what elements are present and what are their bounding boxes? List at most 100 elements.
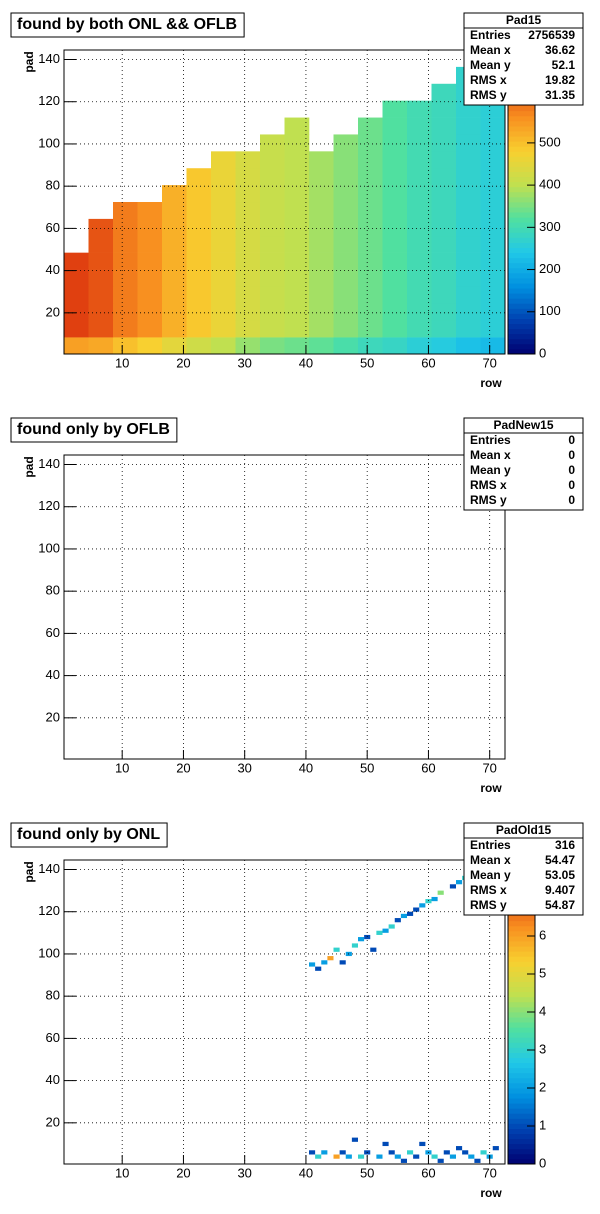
title-box: [10, 12, 245, 38]
palette-band: [508, 981, 535, 988]
cell: [162, 337, 187, 355]
cell: [456, 252, 481, 270]
cell: [137, 286, 163, 304]
cell: [437, 1158, 444, 1163]
cell: [382, 928, 389, 933]
palette-band: [508, 1118, 535, 1124]
cell: [456, 320, 481, 338]
palette-band: [508, 272, 535, 279]
cell: [284, 320, 310, 338]
x-tick-label: 60: [421, 1165, 435, 1180]
cell: [358, 337, 383, 355]
cell: [113, 303, 138, 321]
cell: [284, 117, 310, 135]
stats-label: RMS y: [470, 88, 507, 102]
cell: [358, 235, 383, 253]
cell: [88, 252, 114, 270]
cell: [382, 134, 408, 152]
palette-band: [508, 1158, 535, 1165]
cell: [260, 202, 285, 220]
palette-band: [508, 1001, 535, 1008]
cell: [431, 303, 457, 321]
stats-label: Mean y: [470, 58, 511, 72]
cell: [351, 943, 358, 948]
y-tick-label: 100: [38, 135, 60, 150]
cell: [284, 235, 310, 253]
palette-band: [508, 288, 535, 294]
cell: [309, 337, 334, 355]
cell: [284, 134, 310, 152]
y-tick-label: 80: [46, 988, 60, 1003]
cell: [88, 320, 114, 338]
palette-band: [508, 242, 535, 248]
palette-band: [508, 283, 535, 289]
cell: [431, 252, 457, 270]
cell: [382, 151, 408, 169]
cell: [480, 151, 506, 169]
palette-band: [508, 1082, 535, 1089]
cell: [162, 235, 187, 253]
cell: [260, 235, 285, 253]
palette-band: [508, 1037, 535, 1043]
palette-band: [508, 991, 535, 998]
palette-band: [508, 1047, 535, 1053]
stats-value: 0: [568, 448, 575, 462]
cell: [211, 269, 236, 287]
y-tick-label: 100: [38, 945, 60, 960]
palette-band: [508, 915, 535, 922]
cell: [492, 1146, 499, 1151]
cell: [113, 337, 138, 355]
chart-title: found only by OFLB: [17, 421, 170, 438]
palette-band: [508, 996, 535, 1003]
palette-band: [508, 1042, 535, 1048]
cell: [480, 168, 506, 186]
plot-frame-bg: [64, 455, 505, 759]
cell: [358, 151, 383, 169]
cell: [480, 134, 506, 152]
cell: [456, 880, 463, 885]
plot-frame: [63, 859, 506, 1165]
palette-band: [508, 105, 535, 112]
palette-band: [508, 1062, 535, 1069]
cell: [235, 235, 261, 253]
cell: [456, 337, 481, 355]
palette-band: [508, 1143, 535, 1150]
cell: [284, 168, 310, 186]
cell: [407, 269, 432, 287]
cell: [64, 269, 89, 287]
palette-band: [508, 1006, 535, 1013]
palette-band: [508, 232, 535, 238]
palette-band: [508, 1113, 535, 1119]
cell: [382, 337, 408, 355]
cell: [162, 185, 187, 203]
cell: [382, 269, 408, 287]
cell: [407, 252, 432, 270]
stats-title: Pad15: [506, 13, 542, 27]
x-tick-label: 60: [421, 760, 435, 775]
cell: [382, 320, 408, 338]
cell: [162, 202, 187, 220]
cell: [382, 286, 408, 304]
cell: [431, 202, 457, 220]
cell: [260, 252, 285, 270]
cell: [394, 1154, 401, 1159]
cell: [309, 286, 334, 304]
palette-band: [508, 946, 535, 952]
cell: [480, 185, 506, 203]
cell: [235, 252, 261, 270]
cell: [456, 202, 481, 220]
cell: [413, 907, 420, 912]
palette-band: [508, 293, 535, 299]
stats-value: 36.62: [545, 43, 575, 57]
x-tick-label: 50: [360, 355, 374, 370]
title-box: [10, 822, 168, 848]
cell: [137, 218, 163, 237]
cell: [480, 320, 506, 338]
palette-band: [508, 237, 535, 243]
palette-band: [508, 166, 535, 172]
palette-band: [508, 151, 535, 157]
z-tick-label: 4: [539, 1003, 546, 1018]
palette-band: [508, 1088, 535, 1094]
palette-band: [508, 176, 535, 183]
palette-band: [508, 348, 535, 355]
